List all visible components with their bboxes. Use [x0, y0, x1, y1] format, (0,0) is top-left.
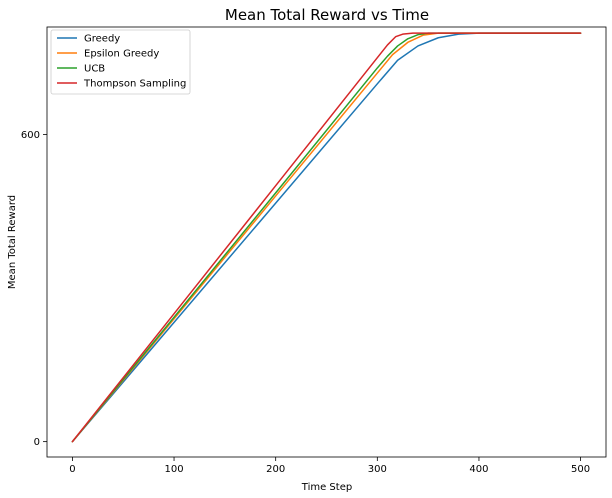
- chart-title: Mean Total Reward vs Time: [225, 6, 429, 24]
- y-axis-ticks: 0 600: [21, 130, 47, 448]
- series-line-thompson-sampling: [71, 32, 582, 443]
- legend: Greedy Epsilon Greedy UCB Thompson Sampling: [50, 29, 191, 95]
- x-tick-label: 200: [266, 464, 285, 475]
- legend-frame: [50, 29, 191, 95]
- x-tick-label: 400: [469, 464, 488, 475]
- x-tick-label: 500: [571, 464, 590, 475]
- x-axis-ticks: 0 100 200 300 400 500: [69, 457, 590, 475]
- legend-label: UCB: [84, 64, 105, 75]
- y-axis-label: Mean Total Reward: [7, 195, 18, 289]
- x-tick-label: 100: [164, 464, 183, 475]
- y-tick-label: 0: [34, 437, 40, 448]
- y-tick-label: 600: [21, 130, 40, 141]
- legend-label: Thompson Sampling: [83, 79, 186, 90]
- legend-label: Epsilon Greedy: [84, 49, 159, 60]
- legend-label: Greedy: [84, 34, 120, 45]
- plot-frame: [46, 26, 607, 458]
- series-line-epsilon-greedy: [71, 32, 582, 443]
- x-tick-label: 300: [368, 464, 387, 475]
- series-line-ucb: [71, 32, 582, 443]
- series-line-greedy: [71, 32, 582, 443]
- x-tick-label: 0: [69, 464, 75, 475]
- plot-series: [71, 32, 582, 443]
- x-axis-label: Time Step: [301, 482, 352, 493]
